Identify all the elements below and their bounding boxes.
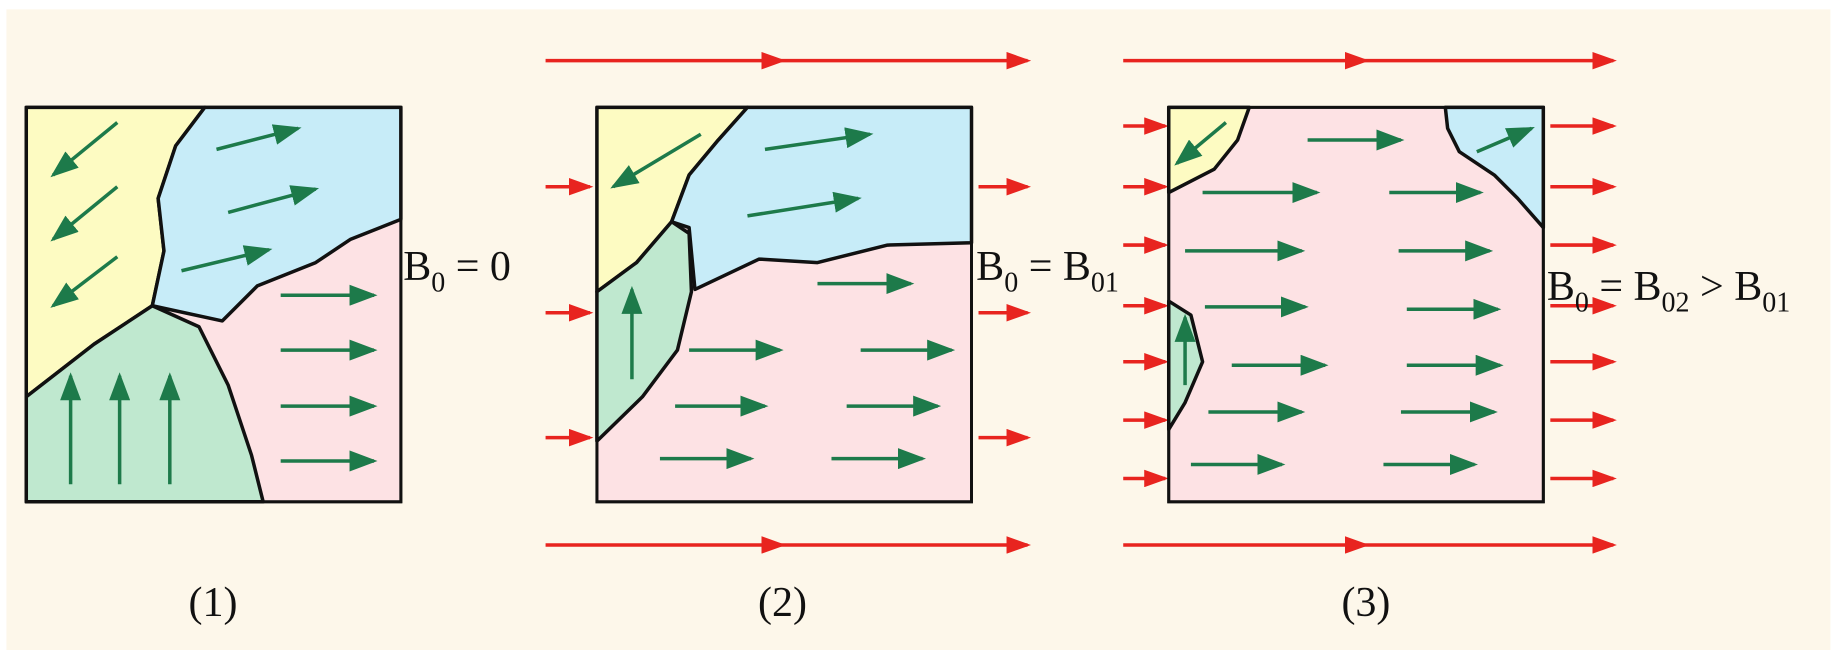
subscript: 01 — [1762, 288, 1790, 319]
field-text: B — [1547, 264, 1575, 310]
field-text: = B — [1589, 264, 1662, 310]
subscript: 02 — [1662, 288, 1690, 319]
caption: (1) — [188, 580, 237, 626]
field-text: = 0 — [445, 244, 511, 290]
subscript: 0 — [1575, 288, 1589, 319]
field-text: > B — [1690, 264, 1763, 310]
diagram: B0 = 0 (1) B0 = B01 (2) B0 = B02 > B01 (… — [0, 0, 1831, 650]
subscript: 01 — [1091, 268, 1119, 299]
caption: (2) — [758, 580, 807, 626]
field-text: B — [976, 244, 1004, 290]
field-text: B — [403, 244, 431, 290]
subscript: 0 — [431, 268, 445, 299]
page: {"panels": [ {"caption": "(1)", "field":… — [0, 0, 1831, 650]
subscript: 0 — [1004, 268, 1018, 299]
caption: (3) — [1341, 580, 1390, 626]
field-text: = B — [1018, 244, 1091, 290]
